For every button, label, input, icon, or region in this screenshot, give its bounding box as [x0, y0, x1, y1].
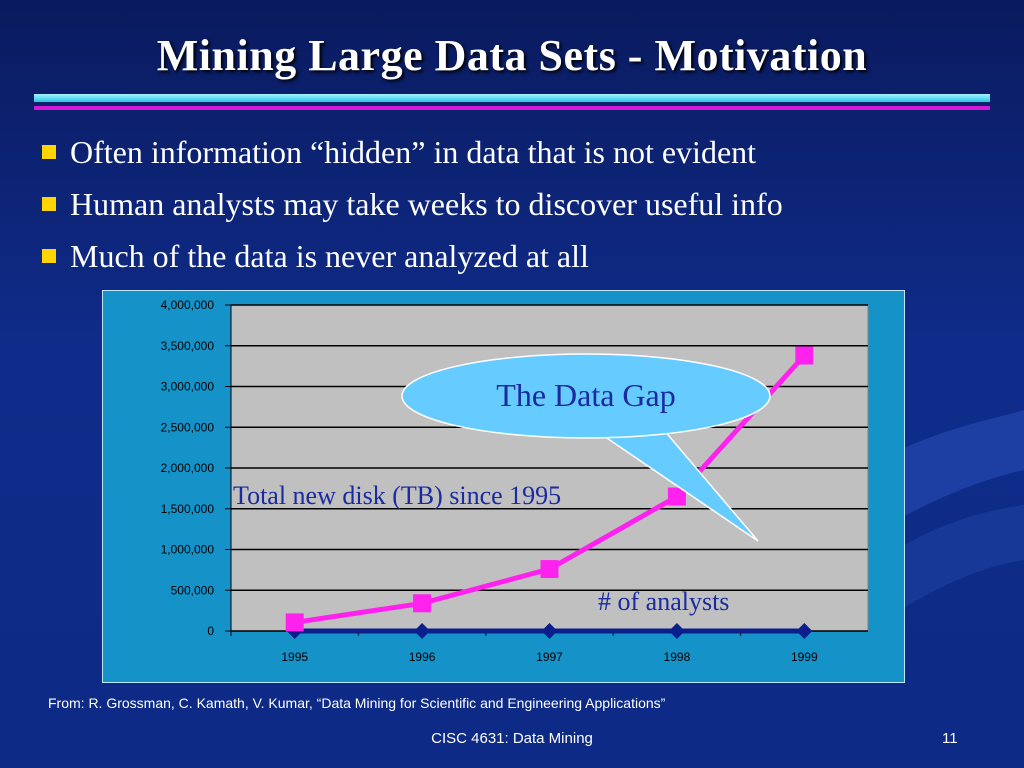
y-tick-label: 2,000,000 — [161, 461, 215, 475]
bullet-item: Much of the data is never analyzed at al… — [40, 230, 783, 282]
bullet-text: Human analysts may take weeks to discove… — [70, 185, 783, 222]
x-tick-label: 1997 — [536, 650, 563, 664]
slide-title: Mining Large Data Sets - Motivation — [156, 31, 868, 80]
footer-course-name: CISC 4631: Data Mining — [431, 730, 593, 747]
disk-square-marker — [795, 346, 814, 365]
disk-square-marker — [667, 487, 686, 506]
analysts-series-label: # of analysts — [598, 587, 729, 616]
disk-square-marker — [285, 613, 304, 632]
bullet-text: Often information “hidden” in data that … — [70, 133, 757, 170]
y-tick-label: 0 — [207, 624, 214, 638]
footer-page-number: 11 — [942, 730, 958, 747]
title-rule-magenta — [34, 106, 990, 110]
bullet-text: Much of the data is never analyzed at al… — [70, 237, 589, 274]
y-tick-label: 1,500,000 — [161, 502, 215, 516]
y-tick-label: 4,000,000 — [161, 298, 215, 312]
square-bullet-icon — [42, 249, 56, 263]
source-citation: From: R. Grossman, C. Kamath, V. Kumar, … — [48, 695, 666, 711]
bullet-item: Often information “hidden” in data that … — [40, 126, 783, 178]
analysts-diamond-marker — [414, 623, 431, 639]
title-rule-cyan — [34, 94, 990, 102]
chart-frame: 0 500,000 1,000,000 1,500,000 2,000,000 2,500… — [102, 290, 905, 683]
callout-seam — [602, 426, 664, 434]
x-tick-label: 1996 — [409, 650, 436, 664]
y-tick-label: 3,000,000 — [161, 380, 215, 394]
analysts-diamond-marker — [668, 623, 685, 639]
bullet-list: Often information “hidden” in data that … — [40, 126, 783, 282]
analysts-diamond-marker — [541, 623, 558, 639]
y-tick-label: 3,500,000 — [161, 339, 215, 353]
x-tick-label: 1998 — [664, 650, 691, 664]
y-tick-label: 1,000,000 — [161, 543, 215, 557]
analysts-diamond-marker — [796, 623, 813, 639]
x-tick-label: 1995 — [281, 650, 308, 664]
disk-series-label: Total new disk (TB) since 1995 — [233, 481, 561, 510]
y-tick-label: 500,000 — [171, 583, 215, 597]
bullet-item: Human analysts may take weeks to discove… — [40, 178, 783, 230]
square-bullet-icon — [42, 145, 56, 159]
square-bullet-icon — [42, 197, 56, 211]
data-gap-chart: 0 500,000 1,000,000 1,500,000 2,000,000 2,500… — [161, 298, 869, 664]
callout-bubble — [401, 353, 771, 439]
disk-square-marker — [413, 594, 432, 613]
callout-text: The Data Gap — [496, 377, 675, 413]
disk-square-marker — [540, 560, 559, 579]
y-tick-label: 2,500,000 — [161, 420, 215, 434]
x-tick-label: 1999 — [791, 650, 818, 664]
